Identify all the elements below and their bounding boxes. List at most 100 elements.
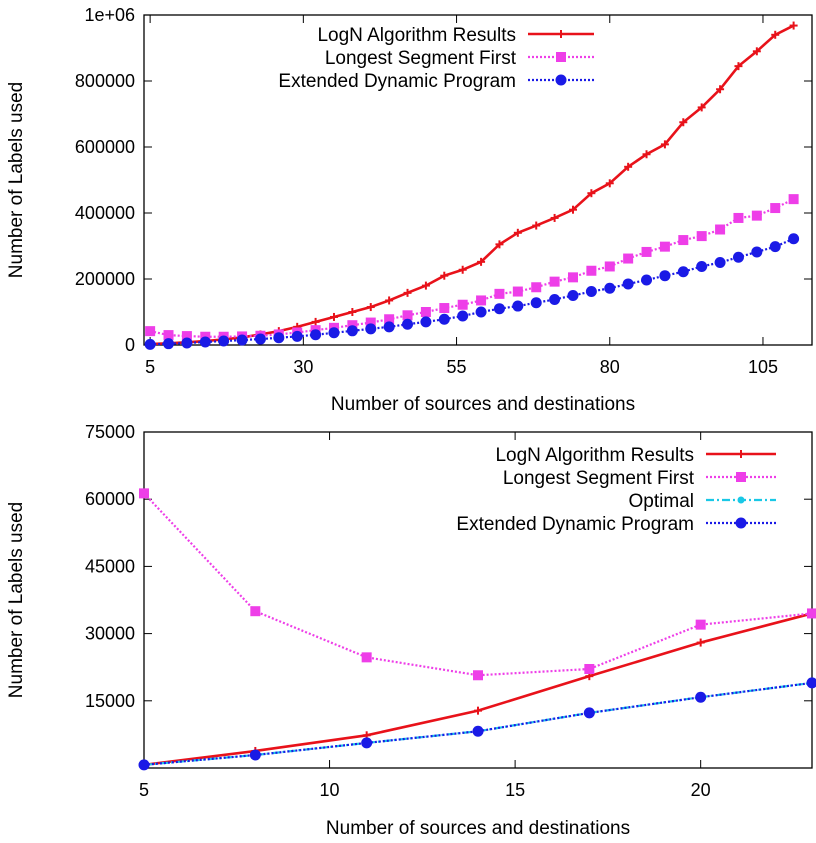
series-extended-dynamic-program <box>144 233 800 350</box>
data-point <box>789 21 798 30</box>
data-point <box>788 233 800 245</box>
data-point <box>250 606 261 617</box>
data-point <box>495 240 504 249</box>
x-tick-label: 5 <box>139 780 149 800</box>
data-point <box>585 286 597 298</box>
data-point <box>586 265 597 276</box>
y-tick-label: 0 <box>125 335 135 355</box>
plot-frame <box>143 431 813 769</box>
data-point <box>254 333 266 345</box>
data-point <box>567 272 578 283</box>
x-tick-label: 5 <box>145 357 155 377</box>
data-point <box>641 246 652 257</box>
data-point <box>679 118 688 127</box>
data-point <box>473 670 483 681</box>
data-point <box>348 308 357 316</box>
data-point <box>328 327 340 339</box>
data-point <box>604 282 616 294</box>
data-point <box>695 691 707 703</box>
data-point <box>770 203 781 214</box>
data-point <box>438 313 450 325</box>
data-point <box>329 312 338 321</box>
data-point <box>584 663 595 674</box>
data-point <box>385 296 394 305</box>
x-tick-label: 105 <box>748 357 778 377</box>
chart-top: 0 200000 400000 600000 800000 1e+06 5 30 55 80 105… <box>6 5 813 415</box>
data-point <box>550 213 559 222</box>
legend-label: Extended Dynamic Program <box>278 71 516 92</box>
data-point <box>678 235 689 246</box>
legend-swatch-marker <box>737 496 745 504</box>
data-point <box>420 316 432 328</box>
legend-label: Longest Segment First <box>325 48 517 69</box>
data-point <box>769 241 781 253</box>
legend-swatch-marker <box>735 517 747 529</box>
data-point <box>659 241 670 252</box>
y-tick-label: 15000 <box>85 691 135 711</box>
data-point <box>474 706 482 715</box>
data-point <box>807 608 816 619</box>
data-point <box>549 276 560 287</box>
data-point <box>716 85 725 94</box>
data-point <box>604 261 615 272</box>
data-point <box>583 707 595 719</box>
data-point <box>199 336 211 348</box>
data-point <box>138 759 150 771</box>
data-point <box>440 271 449 280</box>
series-longest-segment-first <box>139 488 816 681</box>
x-axis-label: Number of sources and destinations <box>326 818 630 839</box>
data-point <box>236 334 248 346</box>
data-point <box>660 140 669 149</box>
data-point <box>457 299 468 310</box>
data-point <box>365 317 376 328</box>
y-tick-label: 600000 <box>75 137 135 157</box>
x-tick-label: 80 <box>600 357 620 377</box>
data-point <box>732 251 744 263</box>
data-point <box>361 737 373 749</box>
y-tick-label: 60000 <box>85 489 135 509</box>
series-logn-algorithm-results <box>140 609 816 769</box>
data-point <box>472 725 484 737</box>
legend-swatch-marker <box>737 450 745 458</box>
legend-swatch-marker <box>555 74 567 86</box>
data-point <box>605 179 614 188</box>
data-point <box>421 281 430 290</box>
data-point <box>751 210 762 221</box>
x-tick-label: 10 <box>320 780 340 800</box>
data-point <box>696 638 705 647</box>
data-point <box>403 288 412 297</box>
data-point <box>181 331 192 342</box>
data-point <box>366 303 375 312</box>
legend-swatch-marker <box>556 52 566 62</box>
x-tick-label: 55 <box>447 357 467 377</box>
data-point <box>733 212 744 223</box>
data-point <box>532 221 541 230</box>
data-point <box>291 330 303 342</box>
legend-label: Longest Segment First <box>503 468 695 489</box>
y-axis-label: Number of Labels used <box>6 502 27 698</box>
data-point <box>512 286 523 297</box>
y-tick-label: 400000 <box>75 203 135 223</box>
data-point <box>659 270 671 282</box>
x-tick-label: 15 <box>505 780 525 800</box>
data-point <box>695 619 706 630</box>
data-point <box>568 205 577 214</box>
data-point <box>273 332 285 344</box>
legend-entry: LogN Algorithm Results <box>317 25 594 46</box>
data-point <box>402 318 414 330</box>
series-extended-dynamic-program <box>138 677 816 771</box>
data-point <box>163 338 175 350</box>
y-tick-label: 45000 <box>85 556 135 576</box>
chart-bottom: 15000 30000 45000 60000 75000 5 10 15 20 Number o… <box>6 422 816 839</box>
data-point <box>530 297 542 309</box>
data-point <box>346 325 358 337</box>
data-point <box>144 338 156 350</box>
data-point <box>531 282 542 293</box>
data-point <box>641 274 653 286</box>
data-point <box>457 310 469 322</box>
data-point <box>715 224 726 235</box>
data-point <box>439 303 450 314</box>
